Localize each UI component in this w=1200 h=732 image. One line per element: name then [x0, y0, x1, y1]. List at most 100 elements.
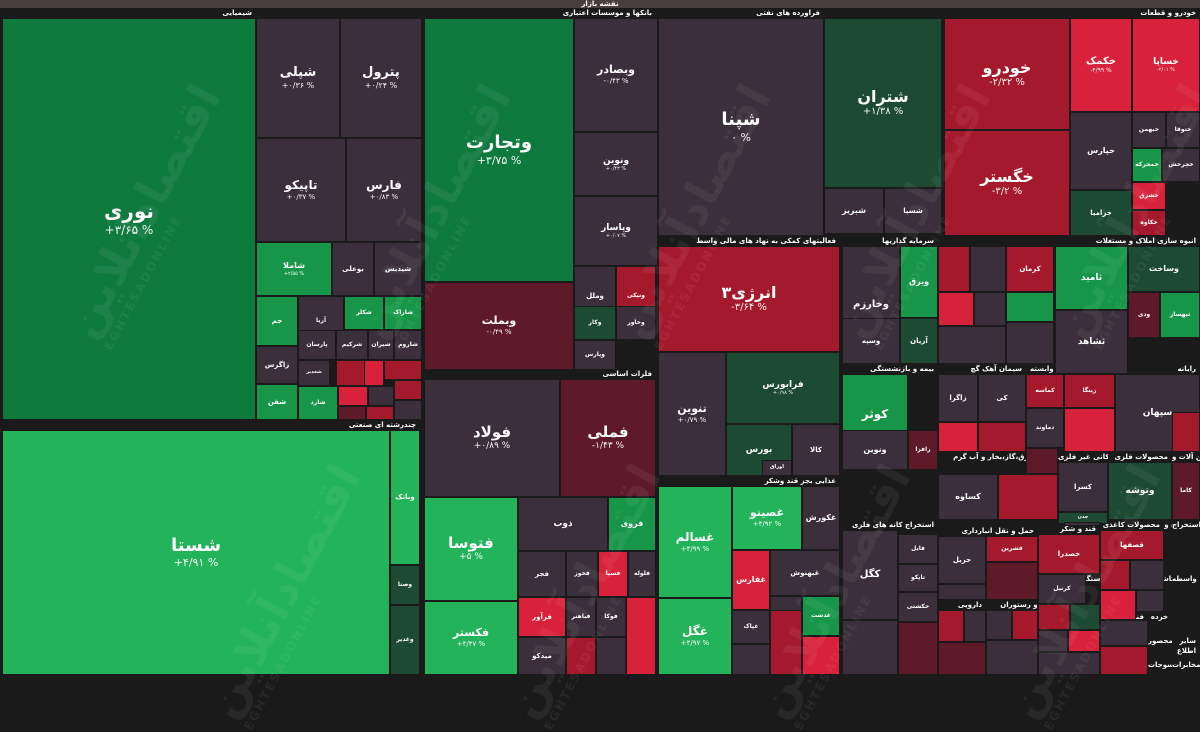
tile-111[interactable]: قشرین [986, 536, 1038, 562]
tile-108[interactable]: فایل [898, 534, 938, 564]
tile-44[interactable]: خچرخش [1162, 148, 1200, 182]
tile-114[interactable]: کرنیل [1038, 574, 1086, 604]
tile-45[interactable]: خزامیا [1070, 190, 1132, 236]
tile-0[interactable]: نوری +۳/۶۵ % [2, 18, 256, 420]
tile-10[interactable]: شکلر [344, 296, 384, 330]
tile-75[interactable]: غکورش [802, 486, 840, 550]
tile-4[interactable]: تاپیکو +۰/۳۷ % [256, 138, 346, 242]
tile-68[interactable]: فرآور [518, 597, 566, 637]
tile-17[interactable]: شغدیر [298, 360, 330, 386]
tile-60[interactable]: فتوسا +۵ % [424, 497, 518, 601]
tile-87[interactable]: ثامید [1055, 246, 1128, 310]
tile-66[interactable]: فسپا [598, 551, 628, 597]
tile-67[interactable]: فلوله [628, 551, 656, 597]
tile-21[interactable]: وتجارت +۳/۷۵ % [424, 18, 574, 282]
tile-11[interactable]: شاراک [384, 296, 422, 330]
tile-7[interactable]: شیدیس [374, 242, 422, 296]
tile-30[interactable]: وپارس [574, 340, 616, 370]
tile-106[interactable]: کگل [842, 530, 898, 620]
tile-54[interactable]: تنوین +۰/۷۹ % [658, 352, 726, 476]
tile-3[interactable]: فارس +۰/۸۳ % [346, 138, 422, 242]
tile-32[interactable]: شتران +۱/۳۸ % [824, 18, 942, 188]
tile-109[interactable]: حکشتی [898, 592, 938, 622]
tile-93[interactable]: ونوین [842, 430, 908, 470]
tile-73[interactable]: غسالم +۴/۹۹ % [658, 486, 732, 598]
tile-62[interactable]: ذوب [518, 497, 608, 551]
tile-85[interactable]: وسپه [842, 318, 900, 364]
tile-83[interactable]: آریان [900, 318, 938, 364]
tile-99[interactable]: زینگا [1064, 374, 1115, 408]
tile-33[interactable]: شبریز [824, 188, 884, 234]
tile-69[interactable]: فباهنر [566, 597, 596, 637]
tile-58[interactable]: فولاد +۰/۸۹ % [424, 379, 560, 497]
tile-102[interactable]: کسرا [1058, 462, 1108, 512]
tile-8[interactable]: جم [256, 296, 298, 346]
tile-70[interactable]: فوکا [596, 597, 626, 637]
tile-97[interactable]: کی [978, 374, 1026, 422]
tile-40[interactable]: خپارس [1070, 112, 1132, 190]
tile-28[interactable]: وکار [574, 306, 616, 340]
tile-82[interactable]: وبرق [900, 246, 938, 318]
tile-112[interactable]: خصدرا [1038, 534, 1100, 574]
tile-88[interactable]: وساخت [1128, 246, 1200, 292]
tile-100[interactable]: دماوند [1026, 408, 1064, 448]
tile-101[interactable]: کساوه [938, 474, 998, 520]
tile-76[interactable]: غگل +۴/۹۷ % [658, 598, 732, 675]
tile-110[interactable]: حریل [938, 536, 986, 584]
tile-12[interactable]: پارسان [298, 330, 336, 360]
tile-94[interactable]: رافزا [908, 430, 938, 470]
tile-38[interactable]: خکمک -۴/۹۹ % [1070, 18, 1132, 112]
tile-53[interactable]: فرابورس +۰/۹۸ % [726, 352, 840, 424]
tile-80[interactable]: غپاک [732, 610, 770, 644]
tile-71[interactable]: میدکو [518, 637, 566, 675]
tile-113[interactable]: قصفها [1100, 530, 1164, 560]
tile-56[interactable]: کالا [792, 424, 840, 476]
tile-48[interactable]: شستا +۴/۹۱ % [2, 430, 390, 675]
tile-104[interactable]: وتوشه [1108, 462, 1172, 520]
tile-65[interactable]: فخوز [566, 551, 598, 597]
tile-6[interactable]: بوعلی [332, 242, 374, 296]
tile-41[interactable]: خبهمن [1132, 112, 1166, 148]
tile-50[interactable]: وصنا [390, 565, 420, 605]
tile-24[interactable]: وپاسار +۰/۰۷ % [574, 196, 658, 266]
tile-34[interactable]: شسپا [884, 188, 942, 234]
tile-79[interactable]: غدشت [802, 596, 840, 636]
tile-29[interactable]: وخاور [616, 306, 656, 340]
tile-78[interactable]: غبهنوش [770, 550, 840, 596]
tile-20[interactable]: شارد [298, 386, 338, 420]
tile-5[interactable]: شاملا +۲/۵۵ % [256, 242, 332, 296]
tile-49[interactable]: وبانک [390, 430, 420, 565]
tile-86[interactable]: کرمان [1006, 246, 1054, 292]
tile-19[interactable]: شفن [256, 384, 298, 420]
tile-2[interactable]: شپلی +۰/۳۶ % [256, 18, 340, 138]
tile-74[interactable]: غصینو +۴/۹۲ % [732, 486, 802, 550]
tile-1[interactable]: پترول +۰/۲۴ % [340, 18, 422, 138]
tile-37[interactable]: خگستر -۳/۲ % [944, 130, 1070, 236]
tile-52[interactable]: انرژی۳ -۳/۶۴ % [658, 246, 840, 352]
tile-51[interactable]: وغدیر [390, 605, 420, 675]
tile-91[interactable]: ودی [1128, 292, 1160, 338]
tile-61[interactable]: فکستر +۴/۴۷ % [424, 601, 518, 675]
tile-25[interactable]: وبملت -۰/۴۹ % [424, 282, 574, 370]
tile-77[interactable]: غفارس [732, 550, 770, 610]
tile-15[interactable]: شاروم [394, 330, 422, 360]
tile-39[interactable]: خساپا -۲/۰۱ % [1132, 18, 1200, 112]
tile-16[interactable]: زاگرس [256, 346, 298, 384]
tile-64[interactable]: فجر [518, 551, 566, 597]
tile-90[interactable]: ثبهساز [1160, 292, 1200, 338]
tile-96[interactable]: زاگرا [938, 374, 978, 422]
tile-14[interactable]: شیران [368, 330, 394, 360]
tile-105[interactable]: کاما [1172, 462, 1200, 520]
tile-36[interactable]: خودرو -۲/۳۲ % [944, 18, 1070, 130]
tile-46[interactable]: خشرق [1132, 182, 1166, 210]
tile-13[interactable]: شرکیم [336, 330, 368, 360]
tile-107[interactable]: تاپکو [898, 564, 938, 592]
tile-98[interactable]: کماسه [1026, 374, 1064, 408]
tile-47[interactable]: خکاوه [1132, 210, 1166, 236]
tile-57[interactable]: اوراق [762, 460, 792, 476]
tile-43[interactable]: خمحرکه [1132, 148, 1162, 182]
tile-59[interactable]: فملی -۱/۴۳ % [560, 379, 656, 497]
tile-22[interactable]: وبصادر -۰/۴۳ % [574, 18, 658, 132]
tile-31[interactable]: شپنا ۰ % [658, 18, 824, 236]
tile-42[interactable]: ختوقا [1166, 112, 1200, 148]
